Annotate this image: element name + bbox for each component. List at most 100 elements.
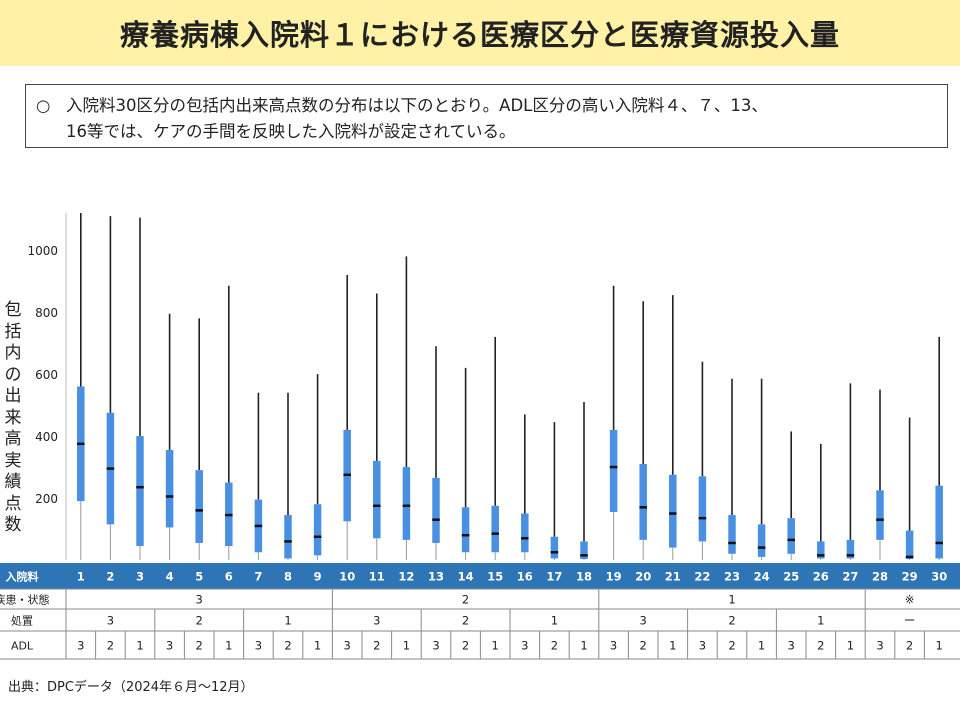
iqr-box	[284, 515, 292, 559]
table-cell: 3	[255, 639, 262, 653]
table-cell: 3	[876, 639, 883, 653]
table-cell: 2	[728, 614, 735, 628]
iqr-box	[905, 530, 914, 560]
table-cell: 19	[606, 570, 622, 584]
table-cell: 3	[521, 639, 528, 653]
table-cell: 1	[225, 639, 232, 653]
table-cell: 1	[284, 614, 291, 628]
summary-line-1: ○ 入院料30区分の包括内出来高点数の分布は以下のとおり。ADL区分の高い入院料４…	[36, 93, 937, 119]
iqr-box	[580, 541, 588, 560]
table-cell: 29	[902, 570, 918, 584]
table-cell: 15	[487, 570, 503, 584]
table-row-label: 処置	[11, 615, 33, 628]
table-cell: 1	[314, 639, 321, 653]
summary-box: ○ 入院料30区分の包括内出来高点数の分布は以下のとおり。ADL区分の高い入院料４…	[25, 84, 948, 148]
iqr-box	[787, 518, 795, 554]
table-cell: 2	[196, 639, 203, 653]
table-cell: 13	[428, 570, 444, 584]
table-cell: 22	[694, 570, 710, 584]
page-title: 療養病棟入院料１における医療区分と医療資源投入量	[119, 18, 840, 52]
table-cell: 8	[284, 570, 292, 584]
table-cell: 3	[432, 639, 439, 653]
iqr-box	[550, 536, 559, 559]
y-tick-label: 1000	[27, 244, 58, 258]
table-cell: 2	[196, 614, 203, 628]
table-cell: 2	[284, 639, 291, 653]
table-cell: 1	[580, 639, 587, 653]
table-cell: 3	[77, 639, 84, 653]
table-cell: 1	[669, 639, 676, 653]
table-cell: 24	[754, 570, 770, 584]
table-cell: 2	[906, 639, 913, 653]
iqr-box	[402, 467, 411, 540]
iqr-box	[313, 504, 322, 556]
table-cell: 2	[462, 614, 469, 628]
iqr-box	[165, 450, 174, 528]
table-cell: 3	[136, 570, 144, 584]
table-cell: 5	[195, 570, 203, 584]
iqr-box	[876, 490, 884, 540]
table-cell: 17	[546, 570, 562, 584]
iqr-box	[491, 505, 499, 553]
table-cell: 1	[847, 639, 854, 653]
table-cell: 14	[458, 570, 474, 584]
table-cell: 1	[728, 593, 735, 607]
table-cell: 2	[106, 570, 114, 584]
table-cell: 1	[817, 614, 824, 628]
table-cell: 2	[107, 639, 114, 653]
table-cell: 12	[398, 570, 414, 584]
table-cell: 18	[576, 570, 592, 584]
iqr-box	[461, 507, 470, 553]
table-cell: 3	[107, 614, 114, 628]
table-cell: 3	[166, 639, 173, 653]
table-row-label: 疾患・状態	[0, 593, 50, 607]
table-cell: 1	[77, 570, 85, 584]
iqr-box	[195, 470, 203, 543]
table-cell: 1	[403, 639, 410, 653]
table-cell: ※	[905, 593, 915, 607]
iqr-box	[669, 474, 677, 548]
table-cell: 1	[551, 614, 558, 628]
table-cell: 16	[517, 570, 533, 584]
y-tick-label: 400	[35, 430, 58, 444]
table-cell: 9	[314, 570, 322, 584]
iqr-box	[757, 524, 766, 557]
iqr-box	[136, 436, 144, 547]
table-cell: 2	[462, 639, 469, 653]
iqr-box	[432, 477, 440, 543]
summary-line-2: 16等では、ケアの手間を反映した入院料が設定されている。	[66, 122, 516, 141]
title-bar: 療養病棟入院料１における医療区分と医療資源投入量	[0, 0, 960, 66]
source-note: 出典：DPCデータ（2024年６月～12月）	[8, 680, 254, 695]
table-cell: 23	[724, 570, 740, 584]
table-cell: 21	[665, 570, 681, 584]
table-cell: 20	[635, 570, 651, 584]
iqr-box	[817, 541, 825, 559]
summary-text-1: 入院料30区分の包括内出来高点数の分布は以下のとおり。ADL区分の高い入院料４、…	[66, 96, 768, 115]
table-cell: 2	[640, 639, 647, 653]
table-cell: 3	[610, 639, 617, 653]
iqr-box	[935, 485, 943, 559]
iqr-box	[373, 460, 381, 539]
table-cell: 25	[783, 570, 799, 584]
table-cell: 2	[728, 639, 735, 653]
table-cell: 10	[339, 570, 355, 584]
y-tick-label: 600	[35, 368, 58, 382]
table-cell: 3	[640, 614, 647, 628]
table-cell: 1	[758, 639, 765, 653]
table-cell: 3	[344, 639, 351, 653]
table-cell: 3	[373, 614, 380, 628]
table-header-bg	[0, 563, 960, 589]
table-row-label: ADL	[11, 640, 34, 653]
iqr-box	[846, 539, 855, 559]
table-cell: 2	[462, 593, 469, 607]
iqr-box	[698, 476, 707, 542]
summary-bullet: ○	[36, 96, 51, 115]
y-tick-label: 800	[35, 306, 58, 320]
table-row-label: 入院料	[6, 570, 39, 584]
table-cell: 3	[699, 639, 706, 653]
iqr-box	[521, 513, 529, 553]
table-cell: 2	[817, 639, 824, 653]
table-cell: 1	[492, 639, 499, 653]
table-cell: 7	[254, 570, 262, 584]
